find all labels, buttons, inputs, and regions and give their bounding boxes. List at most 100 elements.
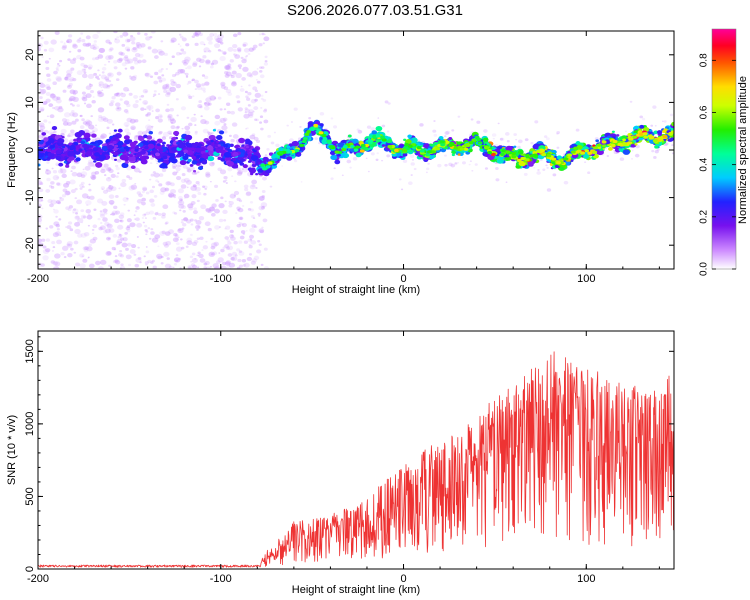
colorbar-frame [711,28,737,270]
spec-noise-point [65,118,70,123]
spec-ridge-point [155,152,160,157]
spec-ridge-point [83,132,91,139]
spec-noise-point [160,262,164,265]
spec-noise-point [248,47,255,52]
spec-noise-point [94,45,99,50]
snr-ytick-label: 0 [24,566,36,572]
spec-noise-point [105,177,112,182]
spec-noise-point [128,263,132,267]
spec-noise-point [133,94,139,99]
spec-noise-point [188,206,194,211]
spec-noise-point [157,255,162,260]
spec-noise-point [104,174,107,177]
snr-xtick-label: -100 [210,573,232,585]
spec-noise-point [629,100,633,103]
spec-noise-point [192,184,197,188]
spec-noise-point [146,112,152,116]
spec-noise-point [185,74,189,77]
spec-peak-point [394,148,399,153]
spec-noise-point [263,247,268,251]
spec-noise-point [184,125,191,131]
spec-noise-point [169,182,175,187]
spec-noise-point [437,163,442,168]
spec-noise-point [191,78,195,82]
spec-noise-point [375,158,379,161]
spec-noise-point [240,56,244,60]
spec-noise-point [162,84,169,90]
spec-noise-point [251,70,259,76]
spec-ridge-point [381,144,386,147]
spec-ridge-point [168,156,175,162]
spec-noise-point [228,200,234,206]
spec-noise-point [384,100,389,104]
spec-noise-point [55,215,58,218]
spec-noise-point [134,210,138,213]
spec-noise-point [59,196,62,199]
spec-noise-point [91,99,96,104]
spec-noise-point [144,102,147,105]
spec-noise-point [92,33,99,40]
spec-ridge-point [619,137,624,140]
spec-noise-point [79,114,83,118]
spec-ridge-point [151,151,156,155]
spec-noise-point [52,250,54,252]
spec-ridge-point [68,156,75,161]
spec-peak-point [267,161,273,165]
spec-noise-point [229,134,232,137]
spec-noise-point [132,74,138,79]
spec-noise-point [398,178,402,181]
spec-ridge-point [224,156,232,162]
spec-noise-point [86,204,89,207]
spec-noise-point [49,114,55,119]
spec-ridge-point [185,142,189,145]
spec-ridge-point [210,139,214,143]
spec-noise-point [121,62,127,67]
spec-ridge-point [134,148,139,152]
spec-noise-point [89,44,96,50]
spec-noise-point [243,240,248,244]
spec-noise-point [201,87,206,91]
spec-peak-point [381,138,387,142]
spec-noise-point [101,89,104,92]
spec-peak-point [275,154,280,158]
spec-peak-point [361,146,367,150]
spec-noise-point [205,240,208,243]
spec-noise-point [65,226,67,228]
spec-noise-point [204,188,208,191]
spec-noise-point [208,251,216,257]
spec-noise-point [185,43,190,47]
spec-ridge-point [334,159,341,165]
spec-noise-point [38,180,43,186]
spec-noise-point [241,58,247,64]
spec-noise-point [87,224,90,227]
spec-noise-point [186,186,189,189]
spec-noise-point [95,260,101,266]
spec-peak-point [306,130,312,134]
spec-ridge-point [649,129,653,132]
spec-noise-point [230,74,235,79]
spec-noise-point [81,185,85,189]
spec-noise-point [219,117,226,124]
spec-ridge-point [199,146,206,152]
spec-noise-point [136,45,140,48]
spec-noise-point [110,100,115,104]
spec-peak-point [483,146,489,150]
spec-noise-point [258,214,261,217]
spec-noise-point [100,222,103,224]
spec-noise-point [137,256,142,260]
spec-noise-point [239,217,243,220]
spec-peak-point [407,144,413,148]
spec-noise-point [230,81,237,87]
spec-noise-point [212,263,219,269]
spec-noise-point [162,131,170,137]
spec-noise-point [126,131,132,136]
spec-peak-point [271,155,276,159]
spec-noise-point [546,166,549,169]
spec-noise-point [131,47,138,53]
spec-noise-point [83,248,89,253]
spec-noise-point [125,254,132,260]
spec-noise-point [130,34,134,38]
spec-noise-point [176,125,180,129]
spec-noise-point [197,183,201,186]
spec-noise-point [72,112,79,118]
